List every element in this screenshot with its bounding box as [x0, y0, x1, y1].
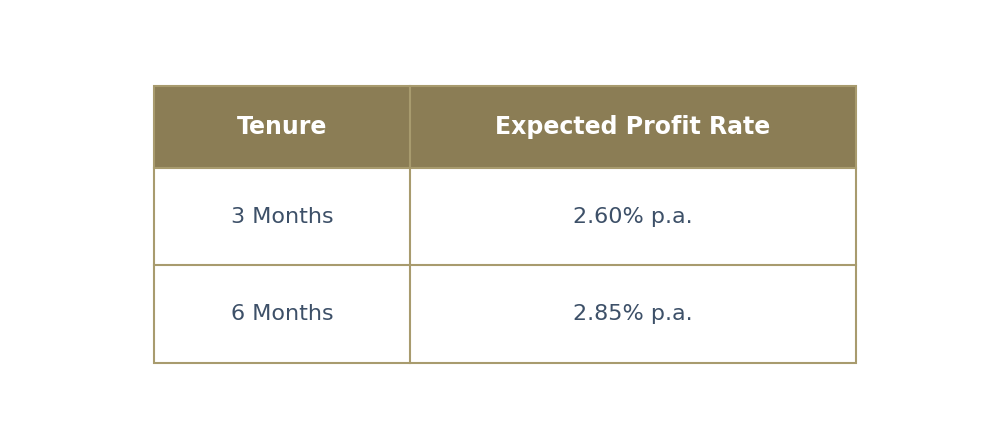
- Text: 3 Months: 3 Months: [230, 207, 333, 226]
- Bar: [154, 86, 856, 168]
- Bar: [154, 86, 856, 363]
- Text: 6 Months: 6 Months: [230, 304, 333, 324]
- Text: 2.60% p.a.: 2.60% p.a.: [573, 207, 692, 226]
- Text: Tenure: Tenure: [236, 115, 327, 139]
- Bar: [154, 168, 410, 265]
- Bar: [154, 265, 410, 363]
- Bar: [410, 265, 856, 363]
- Text: 2.85% p.a.: 2.85% p.a.: [573, 304, 692, 324]
- Bar: [410, 168, 856, 265]
- Text: Expected Profit Rate: Expected Profit Rate: [495, 115, 770, 139]
